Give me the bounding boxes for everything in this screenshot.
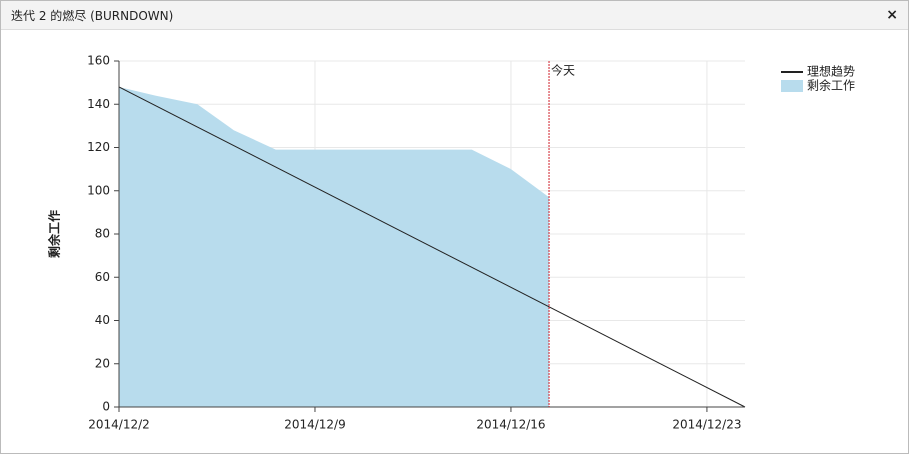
dialog-header: 迭代 2 的燃尽 (BURNDOWN) × [1, 1, 908, 30]
chart: 0 20 40 60 80 100 120 140 160 2014/12/2 2014/12/9 2… [47, 54, 856, 432]
y-tick-label: 60 [95, 270, 110, 284]
remaining-area [119, 86, 550, 407]
y-tick-label: 80 [95, 227, 110, 241]
ideal-line [118, 86, 746, 408]
y-tick-label: 120 [87, 140, 110, 154]
x-tick-label: 2014/12/2 [88, 418, 150, 432]
dialog-title: 迭代 2 的燃尽 (BURNDOWN) [11, 8, 174, 23]
y-axis-label: 剩余工作 [47, 210, 62, 258]
y-tick-label: 0 [102, 400, 110, 414]
legend-label: 剩余工作 [807, 78, 855, 93]
x-tick-label: 2014/12/16 [476, 418, 545, 432]
today-label: 今天 [551, 63, 575, 78]
y-tick-label: 160 [87, 54, 110, 68]
y-tick-label: 20 [95, 356, 110, 370]
y-tick-label: 40 [95, 313, 110, 327]
close-button[interactable]: × [886, 7, 898, 23]
y-tick-label: 140 [87, 97, 110, 111]
x-tick-label: 2014/12/23 [672, 418, 741, 432]
y-tick-label: 100 [87, 183, 110, 197]
legend-swatch [781, 80, 803, 92]
x-tick-label: 2014/12/9 [284, 418, 346, 432]
legend-label: 理想趋势 [807, 64, 855, 79]
